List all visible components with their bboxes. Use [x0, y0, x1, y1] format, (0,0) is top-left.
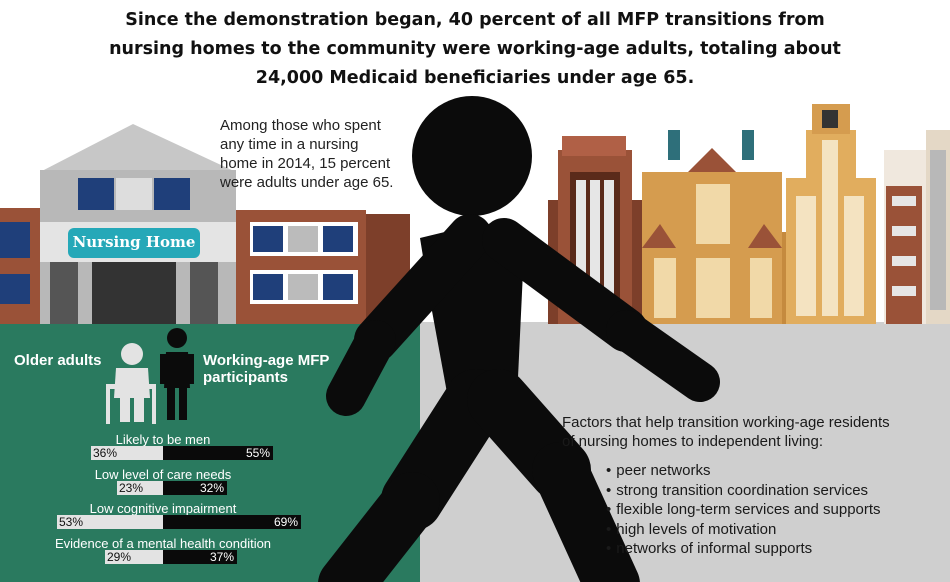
factors-list: peer networks strong transition coordina… [606, 461, 942, 558]
bar-older-adults: 53% [57, 515, 163, 529]
bar-working-age: 32% [163, 480, 227, 495]
factors-panel: Factors that help transition working-age… [562, 413, 942, 559]
legend-working-line-1: Working-age MFP [203, 352, 330, 369]
bar-working-age: 37% [163, 549, 237, 564]
list-item: flexible long-term services and supports [606, 500, 942, 519]
legend-working-line-2: participants [203, 369, 289, 386]
nursing-home-building-icon [0, 124, 410, 324]
working-age-person-icon [160, 328, 194, 420]
factors-heading: Factors that help transition working-age… [562, 413, 942, 451]
city-skyline-icon [548, 104, 950, 324]
list-item: networks of informal supports [606, 539, 942, 558]
headline-line-3: 24,000 Medicaid beneficiaries under age … [255, 68, 695, 88]
metric-label: Low level of care needs [94, 466, 232, 482]
callout-line-3: home in 2014, 15 percent [220, 155, 391, 172]
callout-line-2: any time in a nursing [220, 136, 359, 153]
list-item: peer networks [606, 461, 942, 480]
bar-working-age: 55% [163, 446, 273, 460]
metric-label: Low cognitive impairment [89, 501, 237, 516]
metric-label: Evidence of a mental health condition [54, 535, 272, 551]
walking-person-icon [318, 96, 720, 582]
bar-working-age: 69% [163, 515, 301, 529]
bar-older-adults: 36% [91, 446, 163, 460]
older-adult-with-walker-icon [106, 343, 156, 424]
list-item: high levels of motivation [606, 520, 942, 539]
headline-line-1: Since the demonstration began, 40 percen… [125, 10, 825, 30]
callout-line-4: were adults under age 65. [220, 174, 394, 191]
headline: Since the demonstration began, 40 percen… [40, 6, 910, 93]
headline-line-2: nursing homes to the community were work… [109, 39, 841, 59]
legend-older-adults: Older adults [14, 352, 102, 369]
nursing-home-sign: Nursing Home [72, 233, 196, 251]
nursing-home-stat-callout: Among those who spent any time in a nurs… [220, 116, 420, 192]
bar-older-adults: 23% [117, 480, 163, 495]
metric-label: Likely to be men [115, 432, 211, 447]
factors-heading-line-2: of nursing homes to independent living: [562, 433, 824, 450]
list-item: strong transition coordination services [606, 481, 942, 500]
bar-older-adults: 29% [105, 549, 163, 564]
factors-heading-line-1: Factors that help transition working-age… [562, 414, 890, 431]
callout-line-1: Among those who spent [220, 117, 381, 134]
legend-working-age: Working-age MFP participants [203, 352, 329, 386]
